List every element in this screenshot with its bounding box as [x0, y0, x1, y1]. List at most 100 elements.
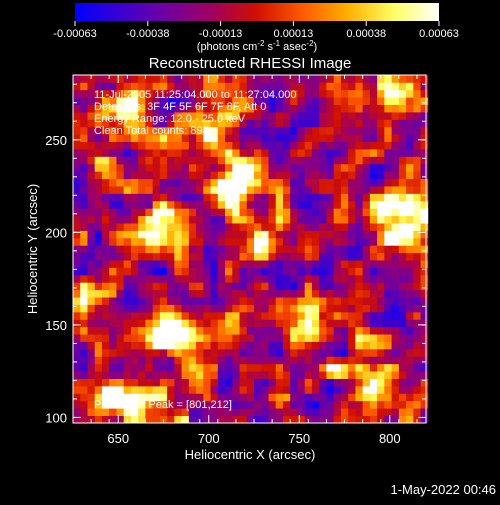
heatmap-cell	[210, 252, 219, 261]
heatmap-cell	[145, 363, 154, 372]
heatmap-cell	[369, 363, 378, 372]
heatmap-cell	[261, 245, 269, 254]
heatmap-cell	[123, 134, 132, 143]
x-tick-label: 650	[107, 431, 129, 446]
heatmap-cell	[210, 341, 219, 350]
heatmap-cell	[210, 230, 219, 239]
heatmap-cell	[188, 89, 197, 98]
heatmap-cell	[225, 112, 233, 120]
heatmap-cell	[348, 289, 356, 298]
heatmap-cell	[130, 141, 139, 150]
colorbar-tick-label: 0.00038	[346, 28, 386, 40]
heatmap-cell	[116, 363, 125, 372]
heatmap-cell	[130, 415, 139, 424]
heatmap-cell	[80, 97, 88, 106]
heatmap-cell	[123, 82, 132, 91]
heatmap-cell	[210, 415, 219, 424]
heatmap-cell	[225, 75, 233, 83]
heatmap-cell	[261, 274, 269, 283]
heatmap-cell	[130, 304, 139, 313]
heatmap-cell	[384, 208, 392, 217]
heatmap-cell	[152, 89, 161, 98]
heatmap-cell	[130, 208, 139, 217]
heatmap-cell	[377, 97, 385, 106]
heatmap-cell	[398, 334, 407, 342]
heatmap-cell	[420, 282, 429, 291]
heatmap-cell	[246, 230, 255, 239]
heatmap-cell	[297, 200, 306, 209]
plot-frame	[72, 74, 427, 424]
heatmap-cell	[304, 178, 313, 187]
heatmap-cell	[116, 89, 125, 98]
heatmap-cell	[174, 363, 183, 372]
heatmap-cell	[420, 208, 429, 217]
heatmap-cell	[246, 104, 255, 113]
heatmap-cell	[145, 149, 154, 157]
heatmap-cell	[348, 163, 356, 172]
heatmap-cell	[398, 178, 407, 187]
heatmap-cell	[304, 97, 313, 106]
heatmap-cell	[174, 163, 183, 172]
heatmap-cell	[340, 230, 349, 239]
heatmap-cell	[384, 289, 392, 298]
heatmap-cell	[138, 297, 146, 305]
heatmap-cell	[174, 119, 183, 128]
heatmap-cell	[304, 119, 313, 128]
heatmap-cell	[130, 186, 139, 194]
heatmap-cell	[297, 378, 306, 387]
heatmap-cell	[275, 223, 284, 231]
heatmap-cell	[159, 119, 168, 128]
heatmap-cell	[282, 245, 291, 254]
heatmap-cell	[116, 104, 125, 113]
heatmap-cell	[152, 385, 161, 394]
heatmap-cell	[406, 252, 414, 261]
heatmap-cell	[362, 356, 371, 365]
heatmap-cell	[268, 97, 277, 106]
annotation-line: Detectors: 3F 4F 5F 6F 7F 8F, Att 0	[94, 101, 266, 113]
heatmap-cell	[196, 208, 204, 217]
heatmap-cell	[261, 193, 269, 202]
heatmap-cell	[362, 385, 371, 394]
heatmap-cell	[326, 163, 335, 172]
heatmap-cell	[406, 393, 414, 402]
heatmap-cell	[116, 348, 125, 357]
heatmap-cell	[268, 156, 277, 165]
heatmap-cell	[239, 104, 248, 113]
heatmap-cell	[203, 282, 211, 291]
heatmap-cell	[340, 408, 349, 416]
heatmap-cell	[304, 348, 313, 357]
heatmap-cell	[362, 119, 371, 128]
heatmap-cell	[138, 82, 146, 91]
heatmap-cell	[340, 178, 349, 187]
heatmap-cell	[420, 156, 429, 165]
heatmap-cell	[261, 348, 269, 357]
heatmap-cell	[275, 112, 284, 120]
heatmap-cell	[217, 348, 226, 357]
heatmap-cell	[123, 208, 132, 217]
heatmap-cell	[87, 260, 96, 268]
heatmap-cell	[420, 385, 429, 394]
heatmap-cell	[290, 163, 298, 172]
heatmap-cell	[333, 178, 342, 187]
heatmap-cell	[282, 149, 291, 157]
heatmap-cell	[268, 363, 277, 372]
heatmap-cell	[304, 156, 313, 165]
heatmap-cell	[109, 311, 117, 320]
heatmap-cell	[398, 156, 407, 165]
heatmap-cell	[232, 200, 240, 209]
heatmap-cell	[123, 178, 132, 187]
heatmap-cell	[174, 311, 183, 320]
heatmap-cell	[109, 112, 117, 120]
heatmap-cell	[348, 200, 356, 209]
heatmap-cell	[377, 200, 385, 209]
heatmap-cell	[362, 163, 371, 172]
heatmap-cell	[384, 119, 392, 128]
heatmap-cell	[304, 400, 313, 409]
heatmap-cell	[174, 149, 183, 157]
heatmap-cell	[188, 341, 197, 350]
heatmap-cell	[311, 371, 320, 379]
heatmap-cell	[391, 311, 400, 320]
heatmap-cell	[203, 297, 211, 305]
heatmap-cell	[181, 267, 190, 276]
heatmap-cell	[203, 141, 211, 150]
